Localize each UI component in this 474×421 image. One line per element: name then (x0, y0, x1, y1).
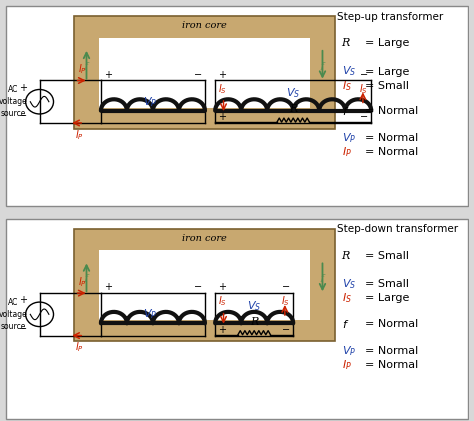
Text: = Normal: = Normal (365, 106, 418, 116)
Text: $I_P$: $I_P$ (75, 128, 84, 141)
Text: $V_P$: $V_P$ (144, 307, 158, 321)
Text: = Normal: = Normal (365, 133, 418, 143)
Text: $V_S$: $V_S$ (341, 277, 356, 291)
Text: +: + (19, 83, 27, 93)
Text: $I_P$: $I_P$ (78, 63, 87, 76)
Text: +: + (104, 282, 112, 292)
Bar (99, 250, 310, 320)
Text: $V_P$: $V_P$ (144, 95, 158, 109)
Text: +: + (218, 325, 226, 335)
Bar (74, 16, 335, 129)
Text: iron core: iron core (182, 234, 227, 243)
Text: = Small: = Small (365, 279, 409, 289)
Text: −: − (283, 325, 291, 335)
Text: −: − (194, 282, 202, 292)
Text: +: + (218, 282, 226, 292)
Text: R: R (250, 317, 258, 327)
Text: = Normal: = Normal (365, 360, 418, 370)
Text: $f$: $f$ (341, 105, 349, 117)
Text: $I_P$: $I_P$ (341, 358, 351, 372)
Text: = Large: = Large (365, 67, 409, 77)
Text: −: − (19, 111, 27, 121)
Text: iron core: iron core (182, 21, 227, 30)
Text: = Normal: = Normal (365, 346, 418, 356)
Text: $I_S$: $I_S$ (281, 294, 290, 308)
Text: −: − (283, 282, 291, 292)
Text: = Normal: = Normal (365, 319, 418, 329)
Text: = Large: = Large (365, 293, 409, 304)
FancyBboxPatch shape (6, 6, 468, 206)
Text: R: R (341, 250, 350, 261)
Text: $V_S$: $V_S$ (247, 299, 261, 313)
Bar (74, 229, 335, 341)
Text: +: + (104, 70, 112, 80)
Text: $I_S$: $I_S$ (218, 82, 227, 96)
Text: $I_P$: $I_P$ (75, 341, 84, 354)
Text: = Large: = Large (365, 38, 409, 48)
Text: = Normal: = Normal (365, 147, 418, 157)
Text: = Small: = Small (365, 81, 409, 91)
Text: −: − (194, 70, 202, 80)
Text: R: R (341, 38, 350, 48)
Text: $V_P$: $V_P$ (341, 131, 356, 145)
Text: $I_P$: $I_P$ (78, 275, 87, 289)
Bar (99, 38, 310, 107)
Text: −: − (360, 112, 368, 122)
Text: $I_S$: $I_S$ (359, 82, 368, 96)
Text: f: f (321, 62, 324, 70)
Text: AC
voltage
source: AC voltage source (0, 298, 27, 330)
Text: f: f (321, 274, 324, 282)
Text: −: − (360, 70, 368, 80)
Text: +: + (218, 70, 226, 80)
Text: $V_S$: $V_S$ (286, 87, 301, 101)
Text: +: + (218, 112, 226, 122)
Text: $I_S$: $I_S$ (341, 292, 351, 305)
Text: f: f (85, 62, 88, 70)
Text: −: − (19, 323, 27, 333)
Text: = Small: = Small (365, 250, 409, 261)
Text: Step-up transformer: Step-up transformer (337, 11, 443, 21)
Text: +: + (19, 295, 27, 305)
Text: $I_S$: $I_S$ (218, 294, 227, 308)
Text: R: R (289, 104, 297, 114)
Text: $V_P$: $V_P$ (341, 344, 356, 358)
Text: $V_S$: $V_S$ (341, 65, 356, 78)
Text: $f$: $f$ (341, 318, 349, 330)
Text: $I_P$: $I_P$ (341, 146, 351, 159)
Text: Step-down transformer: Step-down transformer (337, 224, 458, 234)
FancyBboxPatch shape (6, 219, 468, 419)
Text: f: f (85, 274, 88, 282)
Text: $I_S$: $I_S$ (341, 79, 351, 93)
Text: AC
voltage
source: AC voltage source (0, 85, 27, 118)
